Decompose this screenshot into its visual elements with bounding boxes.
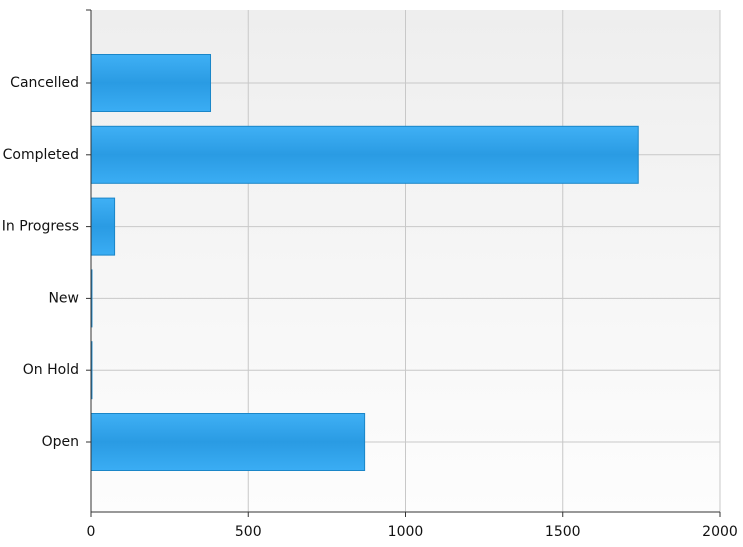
x-tick-label: 2000	[702, 524, 738, 540]
y-tick-label: Cancelled	[10, 75, 79, 91]
y-tick-label: On Hold	[23, 362, 79, 378]
x-tick-label: 1500	[545, 524, 581, 540]
y-tick-label: New	[48, 290, 79, 306]
bar	[90, 125, 639, 184]
x-tick-label: 1000	[388, 524, 424, 540]
y-tick-label: In Progress	[2, 219, 79, 235]
bar	[90, 197, 116, 256]
y-tick-label: Open	[42, 434, 79, 450]
bar	[90, 54, 212, 112]
x-tick-label: 500	[235, 524, 262, 540]
bar	[90, 413, 366, 471]
x-tick-label: 0	[87, 524, 96, 540]
y-tick-label: Completed	[3, 147, 79, 163]
